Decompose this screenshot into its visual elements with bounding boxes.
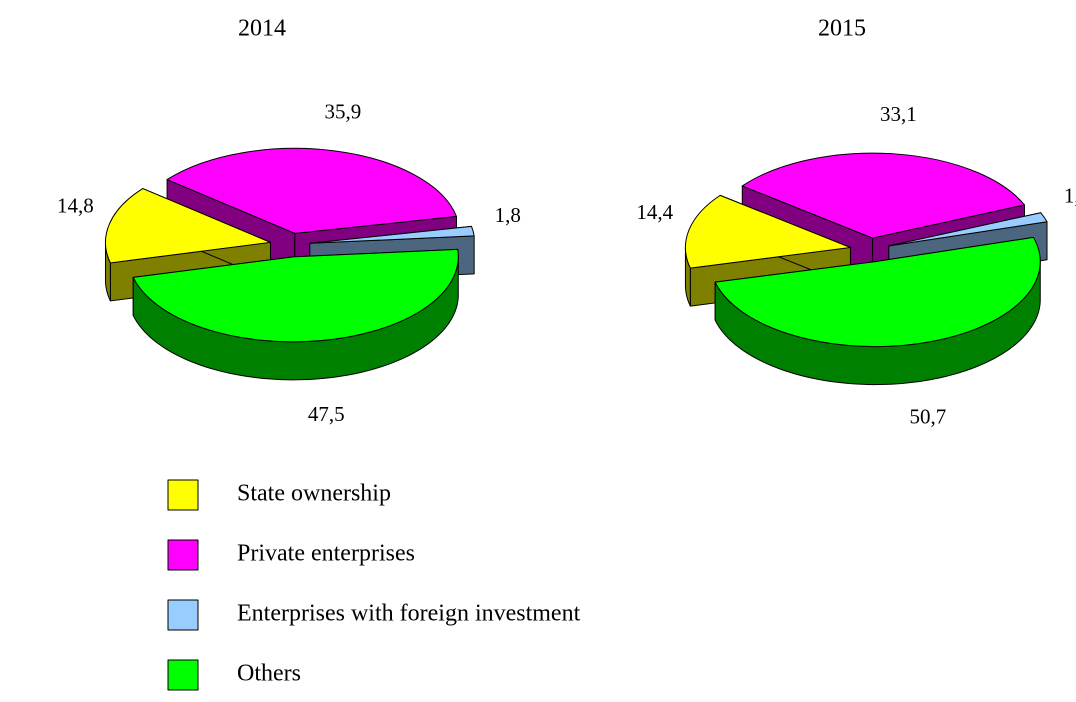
value-label: 47,5 [308, 402, 345, 426]
slice-top [309, 225, 475, 244]
legend-label: State ownership [237, 481, 391, 507]
slice-top [104, 188, 271, 264]
slice-top [132, 248, 459, 343]
slice-top [888, 212, 1048, 247]
legend-swatch [167, 659, 199, 691]
pie-slice [714, 236, 1041, 386]
value-label: 50,7 [910, 404, 947, 428]
slice-top [684, 194, 851, 269]
value-label: 1,8 [495, 203, 521, 227]
legend-label: Others [237, 661, 301, 687]
legend-label: Private enterprises [237, 541, 415, 567]
slice-top [166, 147, 458, 234]
slice-top [714, 236, 1041, 348]
legend-swatch [167, 479, 199, 511]
legend-swatch [167, 539, 199, 571]
chart-title: 2014 [238, 16, 286, 42]
legend-swatch [167, 599, 199, 631]
value-label: 14,8 [57, 193, 94, 217]
value-label: 14,4 [636, 200, 673, 224]
value-label: 1,8 [1064, 184, 1076, 208]
value-label: 35,9 [324, 99, 361, 123]
slice-top [741, 152, 1025, 239]
value-label: 33,1 [880, 102, 917, 126]
legend-label: Enterprises with foreign investment [237, 601, 581, 627]
chart-title: 2015 [818, 16, 866, 42]
pie-slice [132, 248, 459, 381]
